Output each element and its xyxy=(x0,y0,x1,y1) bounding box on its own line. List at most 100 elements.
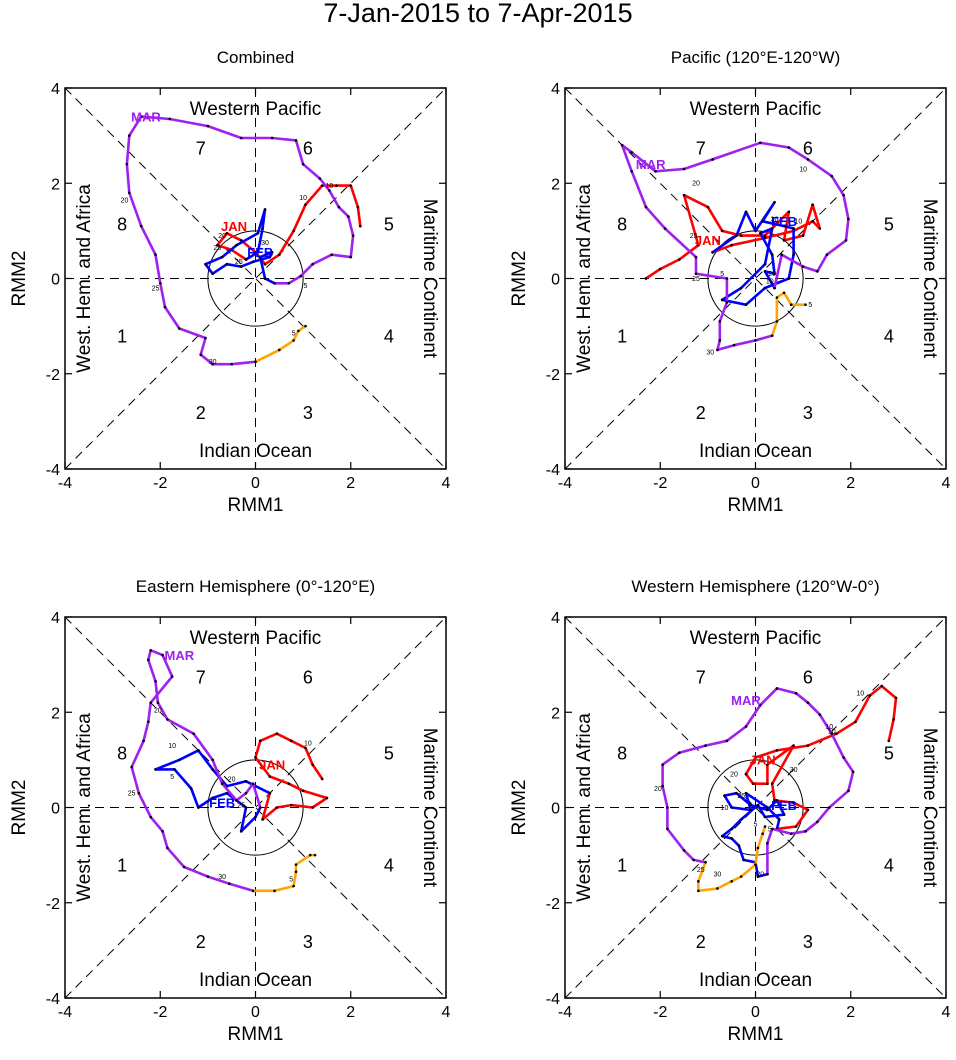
day-marker xyxy=(758,703,762,707)
day-label: 10 xyxy=(168,743,176,750)
day-marker xyxy=(830,732,833,735)
day-marker xyxy=(620,143,624,147)
day-marker xyxy=(275,806,279,809)
phase-number-7: 7 xyxy=(696,139,706,159)
day-marker xyxy=(139,115,143,118)
day-marker xyxy=(758,141,762,145)
y-tick-label: 2 xyxy=(551,705,560,722)
day-marker xyxy=(811,220,814,223)
day-marker xyxy=(182,865,186,869)
phase-number-8: 8 xyxy=(617,215,627,235)
day-label: 25 xyxy=(128,791,136,798)
day-label: 20 xyxy=(121,197,129,204)
day-marker xyxy=(356,205,360,209)
day-marker xyxy=(294,863,298,866)
day-marker xyxy=(294,870,298,874)
day-label: 20 xyxy=(756,872,764,879)
day-marker xyxy=(725,277,729,280)
day-label: 5 xyxy=(304,283,308,290)
day-marker xyxy=(711,158,714,161)
day-marker xyxy=(766,806,769,809)
day-marker xyxy=(880,684,884,688)
unit-circle xyxy=(207,230,304,327)
day-marker xyxy=(197,749,200,752)
day-marker xyxy=(278,348,281,352)
day-label: 20 xyxy=(218,233,226,240)
x-axis-label: RMM1 xyxy=(228,1024,284,1045)
day-marker xyxy=(147,658,150,662)
day-marker xyxy=(268,255,272,259)
day-label: 30 xyxy=(771,216,779,223)
y-tick-label: -4 xyxy=(46,462,60,479)
day-marker xyxy=(254,756,257,759)
day-marker xyxy=(792,253,795,256)
day-marker xyxy=(149,815,153,819)
day-marker xyxy=(825,253,829,256)
day-marker xyxy=(818,713,822,716)
day-marker xyxy=(754,756,757,759)
day-marker xyxy=(349,255,353,259)
day-marker xyxy=(844,239,848,242)
day-marker xyxy=(292,229,295,233)
day-marker xyxy=(787,210,791,214)
day-marker xyxy=(358,224,362,228)
y-tick-label: 4 xyxy=(51,610,60,627)
day-marker xyxy=(678,258,681,261)
x-tick-label: 0 xyxy=(751,1004,760,1021)
region-label-left: West. Hem. and Africa xyxy=(574,184,595,373)
day-marker xyxy=(749,803,753,807)
day-marker xyxy=(828,806,831,809)
day-marker xyxy=(127,134,131,137)
day-marker xyxy=(766,872,769,876)
x-axis-label: RMM1 xyxy=(228,495,284,516)
day-marker xyxy=(149,649,153,652)
day-label: 30 xyxy=(714,872,722,879)
day-marker xyxy=(320,184,324,187)
y-tick-label: -2 xyxy=(46,896,60,913)
day-marker xyxy=(661,784,664,788)
day-label: 5 xyxy=(808,302,812,309)
day-label: 20 xyxy=(654,786,662,793)
x-tick-label: 2 xyxy=(846,1004,855,1021)
day-marker xyxy=(704,860,707,864)
day-marker xyxy=(320,777,324,781)
day-marker xyxy=(256,251,260,254)
region-label-bottom: Indian Ocean xyxy=(699,970,812,991)
day-marker xyxy=(154,768,157,771)
day-marker xyxy=(666,827,669,831)
x-tick-label: -2 xyxy=(653,475,667,492)
region-label-right: Maritime Continent xyxy=(419,199,440,359)
day-marker xyxy=(258,739,262,743)
day-marker xyxy=(847,217,850,221)
day-label: 30 xyxy=(261,240,269,247)
day-marker xyxy=(127,191,131,195)
day-marker xyxy=(842,193,845,197)
month-label-mar: MAR xyxy=(636,157,666,172)
day-marker xyxy=(766,841,769,845)
day-marker xyxy=(630,150,633,154)
day-marker xyxy=(806,158,810,161)
day-marker xyxy=(301,162,305,166)
region-label-left: West. Hem. and Africa xyxy=(74,713,95,902)
day-marker xyxy=(730,837,733,840)
day-marker xyxy=(289,803,293,807)
y-tick-label: 2 xyxy=(51,176,60,193)
day-marker xyxy=(763,262,767,266)
x-axis-label: RMM1 xyxy=(728,1024,784,1045)
x-tick-label: -4 xyxy=(558,1004,572,1021)
y-tick-label: 0 xyxy=(551,272,560,289)
day-marker xyxy=(756,803,760,807)
day-marker xyxy=(770,334,774,337)
day-marker xyxy=(692,858,695,862)
day-marker xyxy=(868,694,872,697)
day-marker xyxy=(273,281,276,285)
phase-number-4: 4 xyxy=(384,327,394,347)
y-tick-label: -2 xyxy=(546,367,560,384)
day-marker xyxy=(894,696,898,700)
day-marker xyxy=(732,343,736,347)
day-marker xyxy=(782,291,786,295)
day-marker xyxy=(239,136,243,140)
day-marker xyxy=(178,758,181,762)
day-marker xyxy=(792,227,795,230)
